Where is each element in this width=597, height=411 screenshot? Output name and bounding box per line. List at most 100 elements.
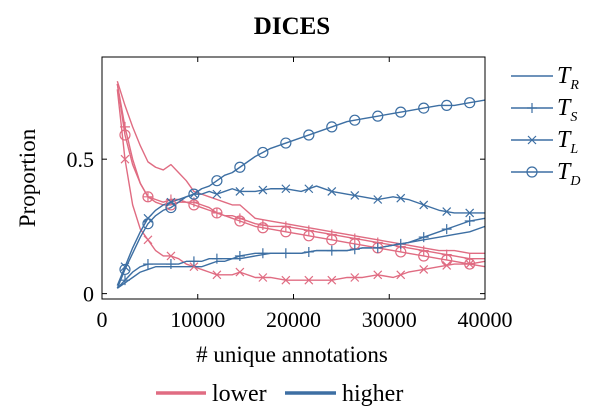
x-tick-label: 40000 <box>458 307 513 332</box>
legend-label: TL <box>557 127 578 157</box>
y-tick-label: 0.5 <box>67 147 95 172</box>
x-tick-label: 10000 <box>170 307 225 332</box>
legend-marker-plus <box>527 103 537 113</box>
series-marker-lower-d <box>326 234 338 246</box>
series-marker-higher-s <box>234 250 245 261</box>
series-marker-lower-l <box>373 270 383 280</box>
series-marker-higher-d <box>257 146 269 159</box>
series-marker-higher-d <box>142 218 154 230</box>
series-marker-higher-s <box>372 242 383 253</box>
marker-legend-item-d: TD <box>511 159 580 189</box>
legend-label: higher <box>342 381 403 407</box>
x-axis-label: # unique annotations <box>196 342 388 367</box>
series-marker-higher-s <box>349 244 360 255</box>
series-marker-higher-l <box>304 184 314 194</box>
series-marker-higher-l <box>235 187 245 196</box>
legend-label: lower <box>212 381 267 407</box>
series-marker-higher-l <box>465 208 475 218</box>
series-marker-higher-d <box>372 110 384 122</box>
series-marker-lower-d <box>234 215 246 227</box>
series-marker-higher-l <box>350 191 360 200</box>
series-marker-higher-s <box>119 275 130 286</box>
series-marker-lower-s <box>257 220 268 231</box>
series-marker-lower-l <box>304 275 314 285</box>
series-marker-higher-l <box>419 200 429 210</box>
series-line-lower-s <box>116 83 485 260</box>
series-marker-higher-d <box>418 102 430 114</box>
legend-label: TR <box>557 63 579 93</box>
series-marker-lower-d <box>188 199 200 211</box>
series-marker-lower-d <box>257 222 269 234</box>
color-legend-item-lower: lower <box>156 381 267 407</box>
series-marker-higher-l <box>396 193 406 203</box>
series-marker-higher-d <box>165 201 177 214</box>
series-marker-higher-s <box>257 248 268 259</box>
legend-marker-x <box>527 135 537 145</box>
x-tick-label: 20000 <box>266 307 321 332</box>
series-marker-higher-d <box>280 137 292 149</box>
series-marker-higher-s <box>280 248 291 259</box>
marker-legend-item-r: TR <box>511 63 579 93</box>
x-tick-label: 30000 <box>362 307 417 332</box>
series-marker-higher-s <box>165 259 176 270</box>
series-marker-lower-s <box>211 207 222 218</box>
series-marker-lower-l <box>465 259 475 269</box>
series-marker-higher-s <box>464 216 475 227</box>
series-marker-lower-l <box>258 273 268 282</box>
color-legend-item-higher: higher <box>285 381 403 407</box>
series-marker-lower-l <box>419 264 429 274</box>
series-marker-higher-s <box>326 245 337 256</box>
series-marker-higher-l <box>281 184 291 194</box>
plot-frame <box>101 56 486 300</box>
color-legend: lower higher <box>156 381 403 407</box>
series-marker-lower-l <box>189 262 199 272</box>
marker-legend-item-l: TL <box>511 127 578 157</box>
legend-marker-circle <box>526 166 538 178</box>
series-marker-lower-d <box>464 258 476 270</box>
series-marker-higher-d <box>188 188 200 200</box>
y-tick-label: 0 <box>83 282 94 307</box>
series-marker-higher-d <box>395 106 407 118</box>
series-marker-higher-s <box>142 259 153 270</box>
series-marker-higher-l <box>327 187 337 196</box>
series-marker-higher-l <box>442 207 452 217</box>
series-marker-lower-s <box>142 191 153 202</box>
series-marker-lower-l <box>212 270 222 280</box>
series-marker-higher-s <box>303 246 314 257</box>
series-marker-lower-l <box>350 273 360 282</box>
y-axis: 00.5 <box>67 147 485 307</box>
series-marker-higher-s <box>441 224 452 235</box>
series-marker-lower-l <box>327 275 337 285</box>
legend-label: TS <box>557 95 577 125</box>
series-marker-higher-l <box>373 195 383 204</box>
series-marker-lower-d <box>441 254 453 266</box>
series-marker-higher-s <box>188 256 199 267</box>
x-tick-label: 0 <box>97 307 108 332</box>
series-marker-higher-d <box>326 121 338 133</box>
series-marker-higher-d <box>234 161 246 173</box>
series-marker-higher-s <box>418 232 429 243</box>
series-marker-lower-d <box>165 199 177 211</box>
series-marker-higher-d <box>303 129 315 141</box>
series-marker-higher-d <box>441 99 453 112</box>
series-marker-lower-d <box>211 207 223 219</box>
series-marker-lower-d <box>119 129 131 141</box>
series-marker-higher-l <box>189 189 199 199</box>
legend-label: TD <box>557 159 580 189</box>
series-marker-lower-l <box>396 270 406 280</box>
series-marker-lower-l <box>166 251 176 261</box>
series-marker-lower-d <box>418 250 430 262</box>
series-marker-higher-d <box>464 97 476 109</box>
series-marker-lower-s <box>234 213 245 224</box>
series-marker-lower-d <box>303 230 315 242</box>
series-marker-higher-l <box>212 189 222 199</box>
marker-legend-item-s: TS <box>511 95 577 125</box>
chart-title: DICES <box>254 13 330 40</box>
series-marker-lower-d <box>280 226 292 238</box>
y-axis-label: Proportion <box>15 128 40 227</box>
series-marker-higher-d <box>211 175 223 187</box>
x-axis: 0 10000 20000 30000 40000 <box>97 57 513 332</box>
series-marker-higher-l <box>120 262 130 272</box>
